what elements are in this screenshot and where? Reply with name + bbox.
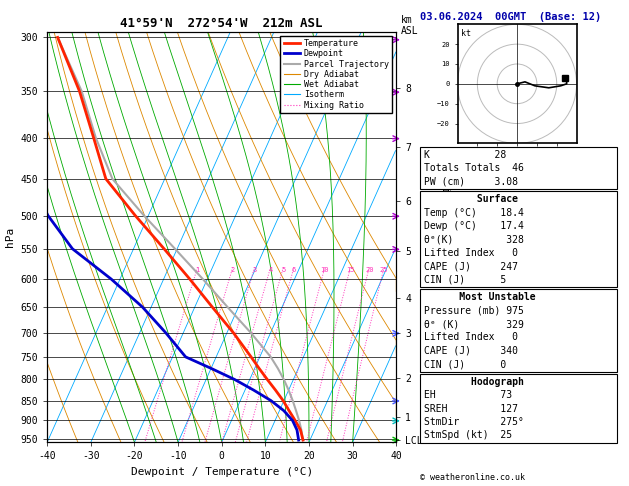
Text: Most Unstable: Most Unstable <box>424 292 535 302</box>
Legend: Temperature, Dewpoint, Parcel Trajectory, Dry Adiabat, Wet Adiabat, Isotherm, Mi: Temperature, Dewpoint, Parcel Trajectory… <box>281 36 392 113</box>
Text: StmSpd (kt)  25: StmSpd (kt) 25 <box>424 430 512 440</box>
Y-axis label: Mixing Ratio (g/kg): Mixing Ratio (g/kg) <box>440 181 450 293</box>
Text: km: km <box>401 16 413 25</box>
Text: 25: 25 <box>380 267 388 273</box>
Text: Totals Totals  46: Totals Totals 46 <box>424 163 524 174</box>
Text: Lifted Index   0: Lifted Index 0 <box>424 332 518 343</box>
Text: 2: 2 <box>231 267 235 273</box>
Text: Lifted Index   0: Lifted Index 0 <box>424 248 518 258</box>
Text: 3: 3 <box>252 267 257 273</box>
Text: kt: kt <box>462 29 472 38</box>
Text: 4: 4 <box>269 267 273 273</box>
Text: 15: 15 <box>346 267 355 273</box>
Text: 03.06.2024  00GMT  (Base: 12): 03.06.2024 00GMT (Base: 12) <box>420 12 601 22</box>
Text: Temp (°C)    18.4: Temp (°C) 18.4 <box>424 208 524 218</box>
Text: Surface: Surface <box>424 194 518 205</box>
Text: © weatheronline.co.uk: © weatheronline.co.uk <box>420 473 525 482</box>
Text: Hodograph: Hodograph <box>424 377 524 387</box>
Text: K           28: K 28 <box>424 150 506 160</box>
Text: ASL: ASL <box>401 26 418 36</box>
Text: 5: 5 <box>281 267 286 273</box>
Text: CIN (J)      5: CIN (J) 5 <box>424 275 506 285</box>
Text: 10: 10 <box>321 267 329 273</box>
Text: 6: 6 <box>292 267 296 273</box>
Text: θᵉ (K)        329: θᵉ (K) 329 <box>424 319 524 329</box>
Y-axis label: hPa: hPa <box>5 227 15 247</box>
Text: Pressure (mb) 975: Pressure (mb) 975 <box>424 306 524 316</box>
Text: CAPE (J)     247: CAPE (J) 247 <box>424 261 518 271</box>
Text: 20: 20 <box>365 267 374 273</box>
Text: θᵉ(K)         328: θᵉ(K) 328 <box>424 234 524 244</box>
Text: SREH         127: SREH 127 <box>424 403 518 414</box>
Text: Dewp (°C)    17.4: Dewp (°C) 17.4 <box>424 221 524 231</box>
Text: StmDir       275°: StmDir 275° <box>424 417 524 427</box>
Text: 1: 1 <box>196 267 199 273</box>
Text: PW (cm)     3.08: PW (cm) 3.08 <box>424 176 518 187</box>
Text: CAPE (J)     340: CAPE (J) 340 <box>424 346 518 356</box>
X-axis label: Dewpoint / Temperature (°C): Dewpoint / Temperature (°C) <box>131 467 313 477</box>
Title: 41°59'N  272°54'W  212m ASL: 41°59'N 272°54'W 212m ASL <box>121 17 323 31</box>
Text: CIN (J)      0: CIN (J) 0 <box>424 359 506 369</box>
Text: EH           73: EH 73 <box>424 390 512 400</box>
